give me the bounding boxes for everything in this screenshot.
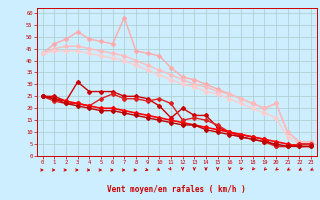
X-axis label: Vent moyen/en rafales ( km/h ): Vent moyen/en rafales ( km/h ): [108, 185, 246, 194]
